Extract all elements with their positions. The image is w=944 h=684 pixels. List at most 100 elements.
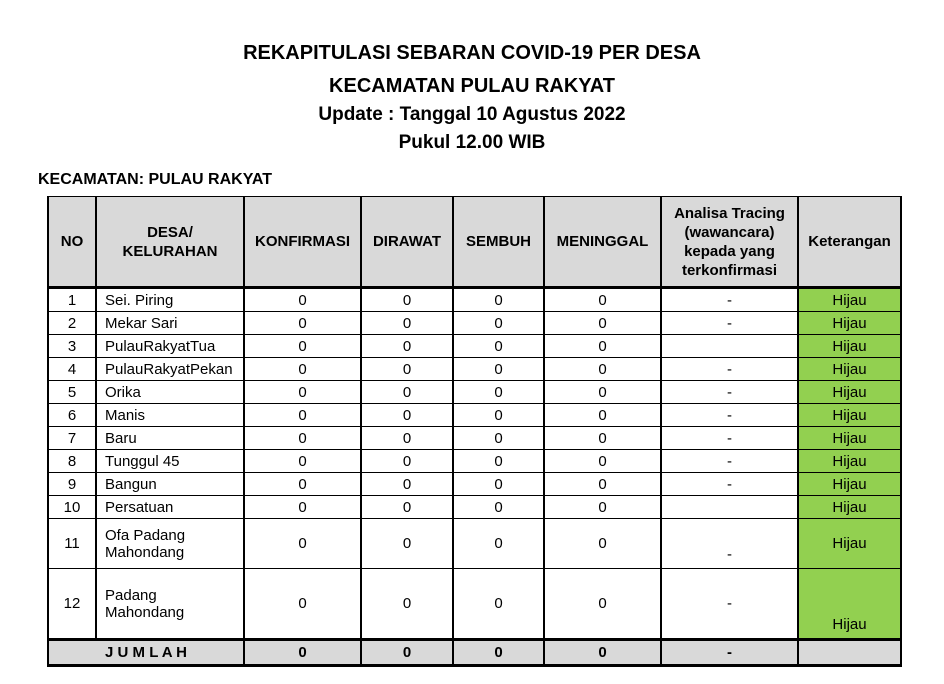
title-line-1: REKAPITULASI SEBARAN COVID-19 PER DESA bbox=[243, 42, 701, 64]
sembuh-cell: 0 bbox=[452, 380, 545, 404]
row-number-cell: 1 bbox=[47, 287, 97, 312]
tracing-cell: - bbox=[660, 357, 799, 381]
konfirmasi-cell: 0 bbox=[243, 357, 362, 381]
keterangan-cell: Hijau bbox=[797, 518, 902, 569]
table-row: 10 Persatuan 0 0 0 0 Hijau bbox=[47, 495, 902, 519]
konfirmasi-cell: 0 bbox=[243, 380, 362, 404]
col-header-no: NO bbox=[47, 196, 97, 289]
meninggal-cell: 0 bbox=[543, 380, 662, 404]
keterangan-cell: Hijau bbox=[797, 403, 902, 427]
konfirmasi-cell: 0 bbox=[243, 449, 362, 473]
keterangan-cell: Hijau bbox=[797, 449, 902, 473]
dirawat-cell: 0 bbox=[360, 518, 454, 569]
row-number-cell: 4 bbox=[47, 357, 97, 381]
total-keterangan-cell bbox=[797, 638, 902, 667]
col-header-konfirmasi: KONFIRMASI bbox=[243, 196, 362, 289]
keterangan-cell: Hijau bbox=[797, 334, 902, 358]
sembuh-cell: 0 bbox=[452, 449, 545, 473]
row-number-cell: 5 bbox=[47, 380, 97, 404]
village-name-cell: Orika bbox=[95, 380, 245, 404]
keterangan-cell: Hijau bbox=[797, 472, 902, 496]
total-konfirmasi-cell: 0 bbox=[243, 638, 362, 667]
keterangan-cell: Hijau bbox=[797, 426, 902, 450]
dirawat-cell: 0 bbox=[360, 334, 454, 358]
tracing-cell: - bbox=[660, 518, 799, 569]
row-number-cell: 6 bbox=[47, 403, 97, 427]
keterangan-cell: Hijau bbox=[797, 357, 902, 381]
dirawat-cell: 0 bbox=[360, 403, 454, 427]
dirawat-cell: 0 bbox=[360, 472, 454, 496]
village-name-cell: PulauRakyatTua bbox=[95, 334, 245, 358]
col-header-dirawat: DIRAWAT bbox=[360, 196, 454, 289]
total-row: J U M L A H 0 0 0 0 - bbox=[47, 638, 902, 667]
meninggal-cell: 0 bbox=[543, 287, 662, 312]
sembuh-cell: 0 bbox=[452, 334, 545, 358]
row-number-cell: 3 bbox=[47, 334, 97, 358]
table-footer: J U M L A H 0 0 0 0 - bbox=[47, 638, 902, 667]
konfirmasi-cell: 0 bbox=[243, 518, 362, 569]
konfirmasi-cell: 0 bbox=[243, 334, 362, 358]
village-name-cell: PulauRakyatPekan bbox=[95, 357, 245, 381]
header-row: NO DESA/ KELURAHAN KONFIRMASI DIRAWAT SE… bbox=[47, 196, 902, 289]
meninggal-cell: 0 bbox=[543, 472, 662, 496]
report-title: REKAPITULASI SEBARAN COVID-19 PER DESA K… bbox=[0, 42, 944, 154]
table-row: 12 Padang Mahondang 0 0 0 0 - Hijau bbox=[47, 568, 902, 640]
total-sembuh-cell: 0 bbox=[452, 638, 545, 667]
dirawat-cell: 0 bbox=[360, 357, 454, 381]
keterangan-cell: Hijau bbox=[797, 495, 902, 519]
village-name-cell: Sei. Piring bbox=[95, 287, 245, 312]
meninggal-cell: 0 bbox=[543, 495, 662, 519]
tracing-cell: - bbox=[660, 380, 799, 404]
konfirmasi-cell: 0 bbox=[243, 403, 362, 427]
table-header: NO DESA/ KELURAHAN KONFIRMASI DIRAWAT SE… bbox=[47, 196, 902, 289]
sembuh-cell: 0 bbox=[452, 311, 545, 335]
row-number-cell: 7 bbox=[47, 426, 97, 450]
tracing-cell: - bbox=[660, 472, 799, 496]
table-row: 1 Sei. Piring 0 0 0 0 - Hijau bbox=[47, 287, 902, 312]
village-name-cell: Padang Mahondang bbox=[95, 568, 245, 640]
konfirmasi-cell: 0 bbox=[243, 568, 362, 640]
row-number-cell: 8 bbox=[47, 449, 97, 473]
row-number-cell: 2 bbox=[47, 311, 97, 335]
dirawat-cell: 0 bbox=[360, 287, 454, 312]
meninggal-cell: 0 bbox=[543, 568, 662, 640]
sembuh-cell: 0 bbox=[452, 403, 545, 427]
total-tracing-cell: - bbox=[660, 638, 799, 667]
konfirmasi-cell: 0 bbox=[243, 287, 362, 312]
village-name-cell: Ofa Padang Mahondang bbox=[95, 518, 245, 569]
col-header-desa: DESA/ KELURAHAN bbox=[95, 196, 245, 289]
village-name-cell: Baru bbox=[95, 426, 245, 450]
konfirmasi-cell: 0 bbox=[243, 311, 362, 335]
title-line-4: Pukul 12.00 WIB bbox=[398, 132, 546, 153]
tracing-cell: - bbox=[660, 403, 799, 427]
kecamatan-label: KECAMATAN: PULAU RAKYAT bbox=[38, 171, 273, 188]
total-label: J U M L A H bbox=[47, 638, 245, 667]
col-header-keterangan: Keterangan bbox=[797, 196, 902, 289]
dirawat-cell: 0 bbox=[360, 495, 454, 519]
keterangan-cell: Hijau bbox=[797, 568, 902, 640]
village-name-cell: Bangun bbox=[95, 472, 245, 496]
dirawat-cell: 0 bbox=[360, 426, 454, 450]
title-line-3: Update : Tanggal 10 Agustus 2022 bbox=[318, 104, 626, 125]
sembuh-cell: 0 bbox=[452, 495, 545, 519]
row-number-cell: 10 bbox=[47, 495, 97, 519]
table-row: 3 PulauRakyatTua 0 0 0 0 Hijau bbox=[47, 334, 902, 358]
table-body: 1 Sei. Piring 0 0 0 0 - Hijau 2 Mekar Sa… bbox=[47, 287, 902, 640]
total-meninggal-cell: 0 bbox=[543, 638, 662, 667]
dirawat-cell: 0 bbox=[360, 311, 454, 335]
dirawat-cell: 0 bbox=[360, 568, 454, 640]
col-header-sembuh: SEMBUH bbox=[452, 196, 545, 289]
village-name-cell: Persatuan bbox=[95, 495, 245, 519]
meninggal-cell: 0 bbox=[543, 311, 662, 335]
meninggal-cell: 0 bbox=[543, 449, 662, 473]
village-name-cell: Manis bbox=[95, 403, 245, 427]
dirawat-cell: 0 bbox=[360, 449, 454, 473]
tracing-cell: - bbox=[660, 287, 799, 312]
sembuh-cell: 0 bbox=[452, 357, 545, 381]
tracing-cell: - bbox=[660, 449, 799, 473]
table-row: 2 Mekar Sari 0 0 0 0 - Hijau bbox=[47, 311, 902, 335]
table-row: 11 Ofa Padang Mahondang 0 0 0 0 - Hijau bbox=[47, 518, 902, 569]
keterangan-cell: Hijau bbox=[797, 311, 902, 335]
col-header-meninggal: MENINGGAL bbox=[543, 196, 662, 289]
table-row: 7 Baru 0 0 0 0 - Hijau bbox=[47, 426, 902, 450]
